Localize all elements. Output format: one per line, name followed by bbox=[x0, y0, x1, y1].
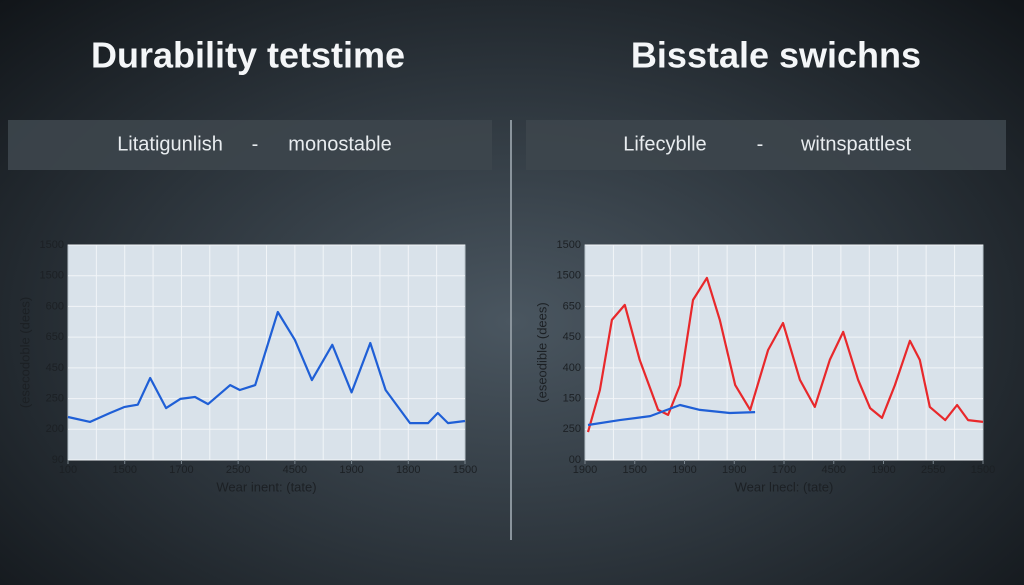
x-tick-label: 1500 bbox=[112, 464, 136, 476]
x-axis-title: Wear inent: (tate) bbox=[216, 479, 316, 494]
x-tick-label: 1900 bbox=[871, 464, 895, 476]
x-tick-label: 1500 bbox=[623, 464, 647, 476]
subtitle-text: - bbox=[757, 133, 764, 155]
y-tick-label: 90 bbox=[52, 454, 64, 466]
y-tick-label: 650 bbox=[563, 300, 581, 312]
x-tick-label: 2500 bbox=[226, 464, 250, 476]
x-tick-label: 1900 bbox=[573, 464, 597, 476]
y-tick-label: 450 bbox=[563, 331, 581, 343]
x-tick-label: 1900 bbox=[339, 464, 363, 476]
x-tick-label: 1700 bbox=[772, 464, 796, 476]
x-tick-label: 1500 bbox=[971, 464, 995, 476]
x-tick-label: 1900 bbox=[722, 464, 746, 476]
y-tick-label: 200 bbox=[46, 423, 64, 435]
y-tick-label: 400 bbox=[563, 362, 581, 374]
series-line bbox=[67, 310, 466, 425]
y-tick-label: 250 bbox=[46, 392, 64, 404]
subtitle-text: witnspattlest bbox=[800, 133, 911, 155]
x-tick-label: 1800 bbox=[396, 464, 420, 476]
x-axis-title: Wear lnecl: (tate) bbox=[735, 479, 834, 494]
x-tick-label: 4500 bbox=[822, 464, 846, 476]
subtitle-text: monostable bbox=[288, 133, 391, 155]
series-line bbox=[587, 403, 756, 427]
y-tick-label: 450 bbox=[46, 362, 64, 374]
subtitle-text: - bbox=[252, 133, 259, 155]
heading: Durability tetstime bbox=[91, 35, 405, 76]
y-tick-label: 600 bbox=[46, 300, 64, 312]
x-tick-label: 1500 bbox=[453, 464, 477, 476]
y-tick-label: 1500 bbox=[557, 239, 581, 251]
subtitle-text: Lifecyblle bbox=[623, 133, 706, 155]
y-tick-label: 1500 bbox=[557, 270, 581, 282]
y-tick-label: 250 bbox=[563, 423, 581, 435]
x-tick-label: 100 bbox=[59, 464, 77, 476]
series-line bbox=[586, 276, 984, 433]
y-tick-label: 1500 bbox=[40, 270, 64, 282]
x-tick-label: 1900 bbox=[672, 464, 696, 476]
subtitle-bar bbox=[526, 120, 1006, 170]
y-tick-label: 1500 bbox=[40, 239, 64, 251]
heading: Bisstale swichns bbox=[631, 35, 921, 76]
subtitle-text: Litatigunlish bbox=[117, 133, 223, 155]
y-axis-title: (eseodible (dees) bbox=[534, 302, 549, 402]
y-axis-title: (esecodoble (dees) bbox=[17, 297, 32, 408]
subtitle-bar bbox=[8, 120, 492, 170]
x-tick-label: 2550 bbox=[921, 464, 945, 476]
y-tick-label: 150 bbox=[563, 392, 581, 404]
x-tick-label: 4500 bbox=[283, 464, 307, 476]
x-tick-label: 1700 bbox=[169, 464, 193, 476]
y-tick-label: 00 bbox=[569, 454, 581, 466]
y-tick-label: 650 bbox=[46, 331, 64, 343]
